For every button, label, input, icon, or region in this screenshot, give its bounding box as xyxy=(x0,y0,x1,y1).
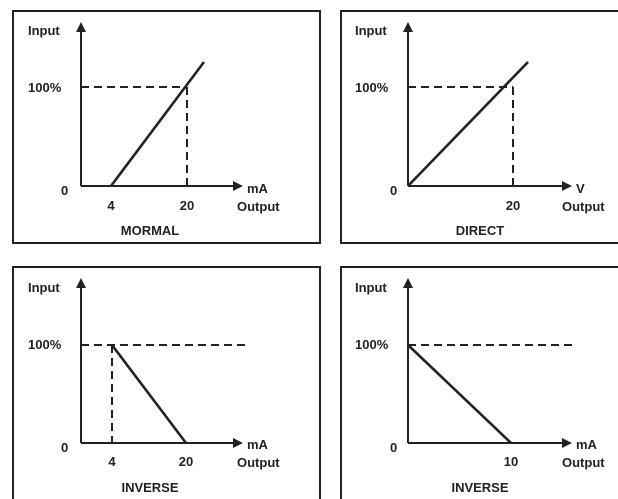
x-axis-label: Output xyxy=(237,199,280,214)
x-unit-label: mA xyxy=(576,437,598,452)
y-100-label: 100% xyxy=(28,337,62,352)
panel-normal: Input 100% 0 4 20 mA Output MORMAL xyxy=(12,10,321,244)
x-tick-20: 20 xyxy=(506,198,520,213)
panel-caption: INVERSE xyxy=(451,480,508,495)
response-line xyxy=(407,61,529,187)
y-axis-label: Input xyxy=(355,23,387,38)
panel-frame xyxy=(340,266,618,499)
y-zero-label: 0 xyxy=(61,440,68,455)
x-axis-label: Output xyxy=(562,455,605,470)
panel-caption: INVERSE xyxy=(121,480,178,495)
panel-direct: Input 100% 0 20 V Output DIRECT xyxy=(340,10,618,244)
y-zero-label: 0 xyxy=(61,183,68,198)
x-axis-label: Output xyxy=(237,455,280,470)
y-axis-label: Input xyxy=(28,23,60,38)
x-unit-label: V xyxy=(576,181,585,196)
y-100-label: 100% xyxy=(355,337,389,352)
x-tick-10: 10 xyxy=(504,454,518,469)
panel-frame xyxy=(12,266,321,499)
x-tick-4: 4 xyxy=(107,198,115,213)
panel-caption: MORMAL xyxy=(121,223,180,238)
y-axis-label: Input xyxy=(355,280,387,295)
panel-caption: DIRECT xyxy=(456,223,504,238)
panel-inverse-0-10: Input 100% 0 10 mA Output INVERSE xyxy=(340,266,618,499)
x-unit-label: mA xyxy=(247,437,269,452)
panel-frame xyxy=(340,10,618,244)
panel-frame xyxy=(12,10,321,244)
x-axis-label: Output xyxy=(562,199,605,214)
y-zero-label: 0 xyxy=(390,440,397,455)
panel-inverse-4-20: Input 100% 0 4 20 mA Output INVERSE xyxy=(12,266,321,499)
response-line xyxy=(110,344,188,444)
x-tick-20: 20 xyxy=(180,198,194,213)
x-unit-label: mA xyxy=(247,181,269,196)
x-tick-20: 20 xyxy=(179,454,193,469)
x-tick-4: 4 xyxy=(108,454,116,469)
response-line xyxy=(407,344,512,444)
response-line xyxy=(109,61,206,187)
y-100-label: 100% xyxy=(28,80,62,95)
y-zero-label: 0 xyxy=(390,183,397,198)
y-axis-label: Input xyxy=(28,280,60,295)
y-100-label: 100% xyxy=(355,80,389,95)
